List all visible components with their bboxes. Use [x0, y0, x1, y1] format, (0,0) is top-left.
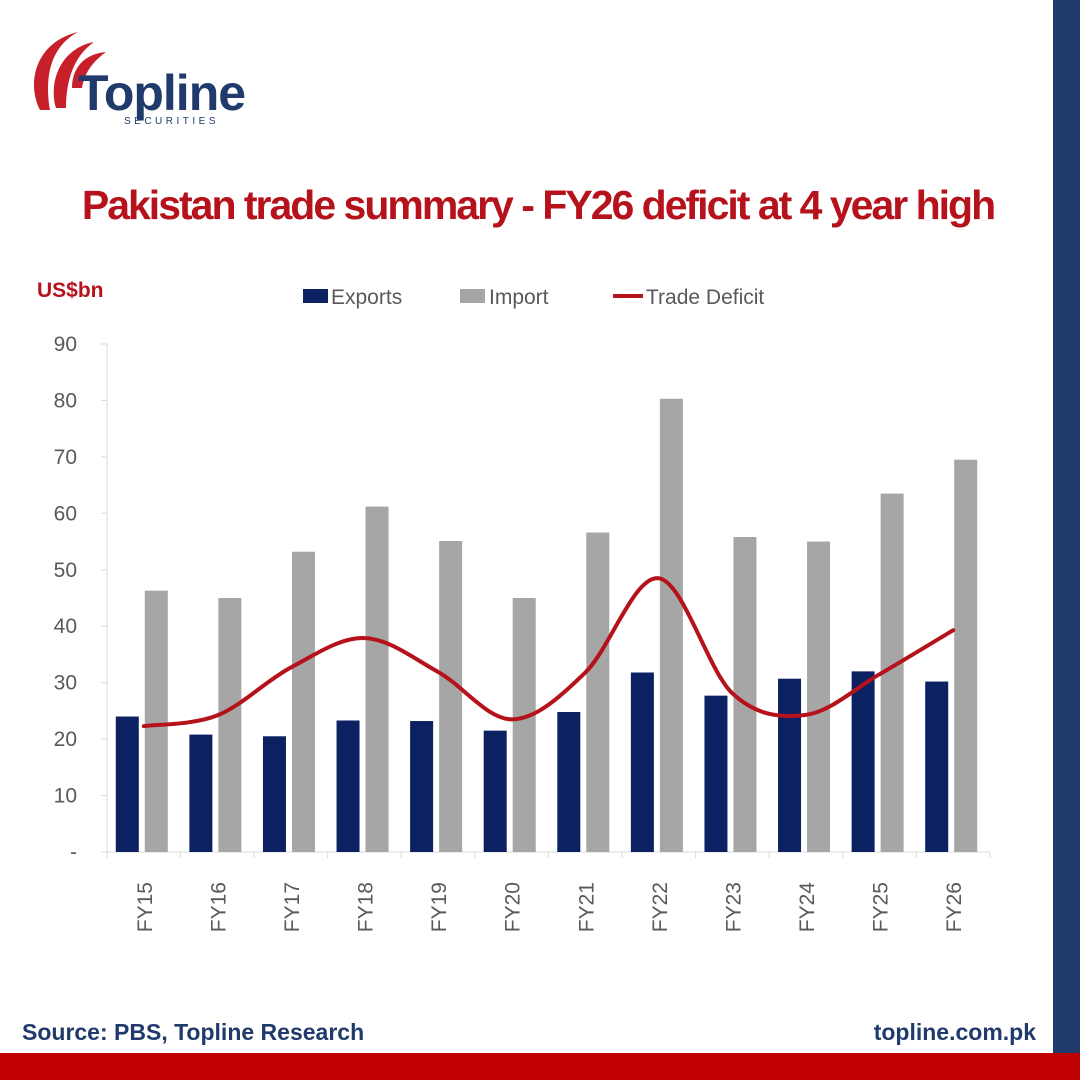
side-accent-bar	[1053, 0, 1080, 1080]
y-tick-label: 60	[54, 502, 77, 525]
import-bar	[659, 398, 683, 852]
legend-deficit-label: Trade Deficit	[646, 286, 764, 309]
import-bar	[807, 541, 831, 852]
legend-exports-swatch	[303, 289, 328, 303]
exports-bar	[336, 720, 360, 852]
exports-bar	[630, 672, 654, 852]
y-tick-label: -	[70, 841, 77, 864]
y-tick-label: 30	[54, 672, 77, 695]
x-tick-label: FY21	[575, 882, 598, 932]
legend-import-label: Import	[489, 286, 549, 309]
y-tick-label: 90	[54, 333, 77, 356]
x-tick-label: FY20	[502, 882, 525, 932]
exports-bar	[925, 681, 949, 852]
exports-bar	[189, 734, 213, 852]
topline-logo: Topline SECURITIES	[34, 32, 246, 127]
x-tick-label: FY23	[722, 882, 745, 932]
import-bar	[880, 493, 904, 852]
legend-exports-label: Exports	[331, 286, 402, 309]
import-bar	[365, 506, 389, 852]
import-bar	[733, 537, 757, 852]
exports-bar	[557, 712, 581, 852]
y-tick-label: 50	[54, 559, 77, 582]
exports-bar	[115, 716, 139, 852]
x-tick-label: FY19	[428, 882, 451, 932]
exports-bar	[851, 671, 875, 852]
import-bar	[144, 590, 168, 852]
bottom-accent-bar	[0, 1053, 1080, 1080]
svg-text:Topline: Topline	[78, 65, 245, 121]
import-bar	[512, 598, 536, 852]
x-tick-label: FY18	[355, 882, 378, 932]
y-tick-label: 40	[54, 615, 77, 638]
exports-bar	[483, 730, 507, 852]
import-bar	[586, 532, 610, 852]
import-bar	[291, 551, 315, 852]
exports-bar	[778, 678, 802, 852]
x-tick-label: FY17	[281, 882, 304, 932]
trade-deficit-line	[141, 576, 956, 729]
x-tick-label: FY25	[870, 882, 893, 932]
y-tick-label: 10	[54, 785, 77, 808]
x-tick-label: FY22	[649, 882, 672, 932]
y-tick-label: 20	[54, 728, 77, 751]
import-bar	[218, 598, 242, 852]
y-unit-label: US$bn	[37, 279, 104, 302]
exports-bar	[704, 695, 728, 852]
chart-title: Pakistan trade summary - FY26 deficit at…	[81, 182, 996, 228]
x-tick-label: FY16	[207, 882, 230, 932]
website-link[interactable]: topline.com.pk	[873, 1019, 1036, 1045]
y-tick-label: 70	[54, 446, 77, 469]
exports-bar	[410, 721, 434, 852]
exports-bar	[262, 736, 286, 852]
import-bar	[439, 540, 463, 852]
trade-chart: - 10 20 30 40 50 60 70 80 90 FY15 FY16 FY17 FY18 FY19 F…	[54, 286, 991, 933]
x-tick-label: FY15	[134, 882, 157, 932]
x-tick-label: FY26	[943, 882, 966, 932]
svg-text:SECURITIES: SECURITIES	[124, 116, 219, 127]
legend-import-swatch	[460, 289, 485, 303]
import-bar	[954, 459, 978, 852]
x-tick-label: FY24	[796, 882, 819, 933]
source-note: Source: PBS, Topline Research	[22, 1019, 365, 1045]
y-tick-label: 80	[54, 389, 77, 412]
